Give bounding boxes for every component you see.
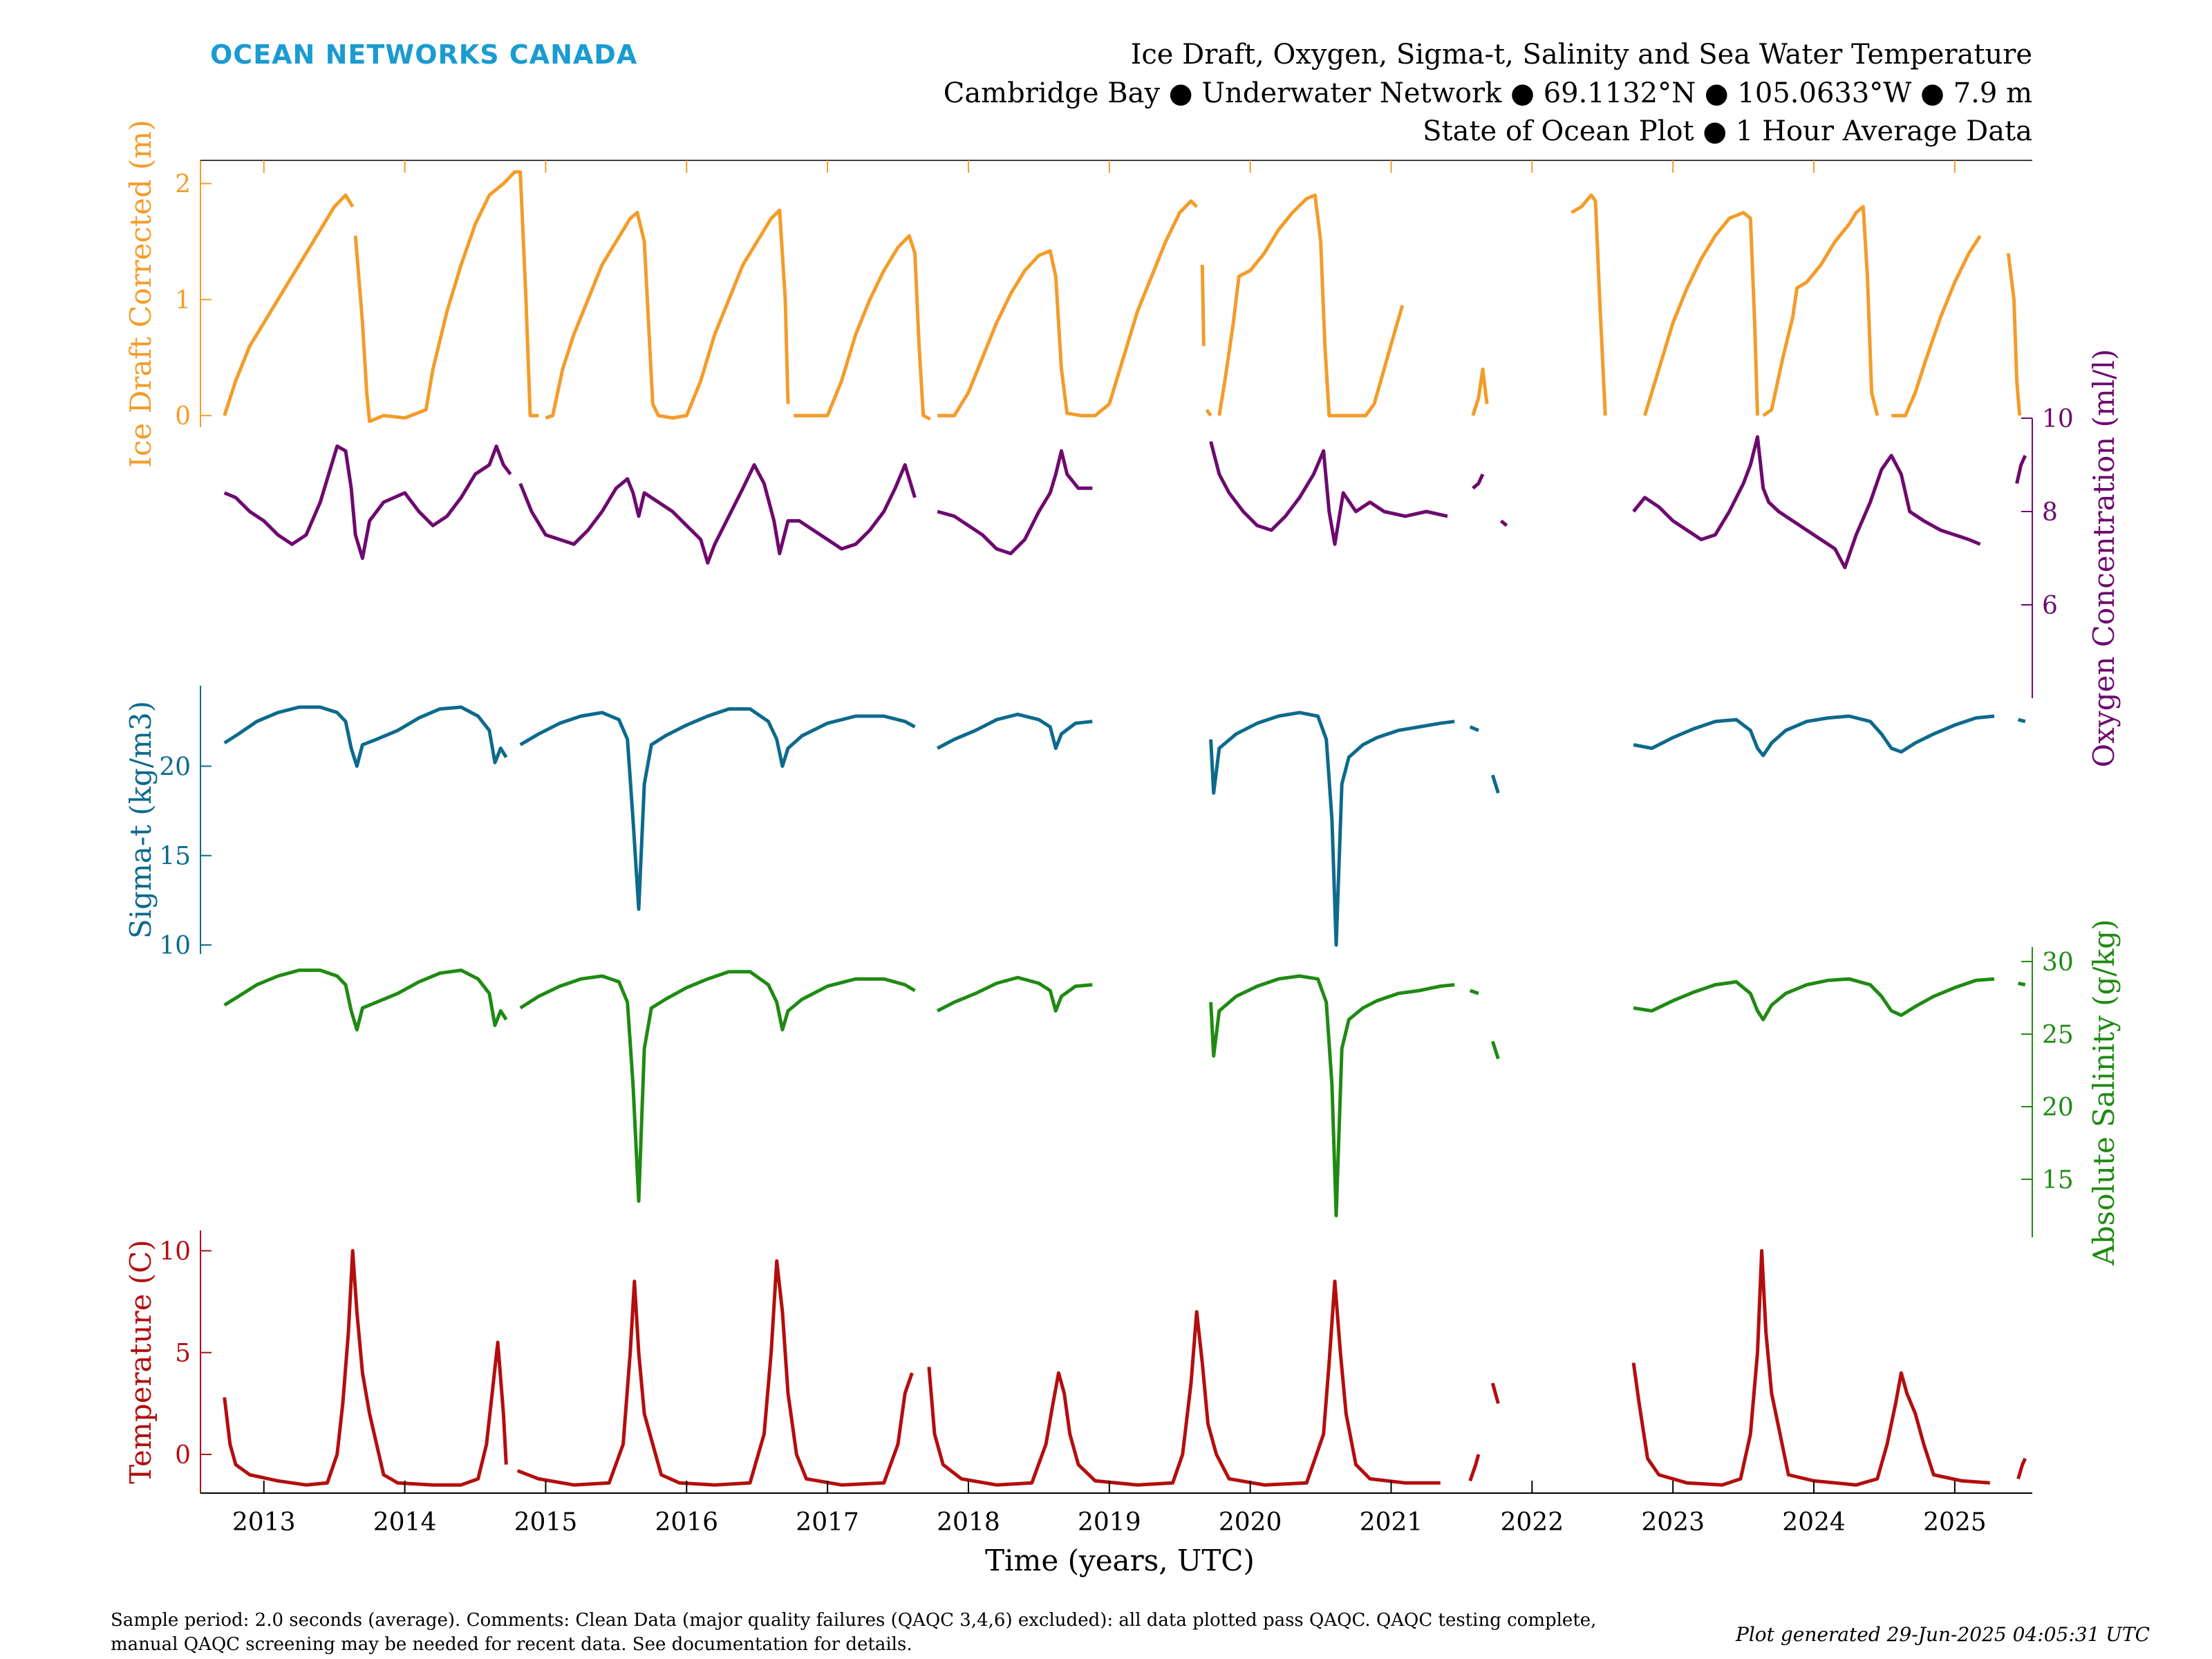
panel-1: 6 8 10 Oxygen Concentration (ml/l): [223, 349, 2121, 768]
series-1-segment-0: [223, 444, 512, 560]
y-tick-label-3-3: 30: [2042, 948, 2074, 977]
y-tick-label-1-1: 8: [2042, 498, 2058, 527]
plot-panels: 0 1 2 Ice Draft Corrected (m) 6 8 10 Oxygen Con…: [124, 120, 2121, 1493]
series-2-segment-5: [1490, 774, 1500, 794]
series-0-segment-9: [1571, 193, 1607, 416]
series-0-segment-4: [937, 199, 1198, 418]
y-tick-label-3-0: 15: [2042, 1166, 2074, 1194]
y-tick-label-1-2: 10: [2042, 405, 2074, 433]
series-4-segment-3: [1468, 1454, 1481, 1482]
chart-title: Ice Draft, Oxygen, Sigma-t, Salinity and…: [1131, 39, 2032, 71]
x-tick-label-12: 2025: [1923, 1508, 1987, 1537]
series-1-segment-1: [518, 463, 917, 565]
series-3-segment-4: [1469, 988, 1479, 995]
y-tick-label-1-0: 6: [2042, 592, 2058, 620]
series-1-segment-4: [1472, 473, 1485, 490]
series-4-segment-4: [1490, 1382, 1500, 1405]
y-tick-label-0-1: 1: [175, 286, 191, 315]
x-tick-label-8: 2021: [1360, 1508, 1423, 1537]
x-tick-label-2: 2015: [514, 1508, 578, 1537]
series-2-segment-6: [1633, 714, 1995, 758]
footer-note-1: Sample period: 2.0 seconds (average). Co…: [111, 1610, 1596, 1631]
x-tick-label-9: 2022: [1501, 1508, 1564, 1537]
x-axis-label: Time (years, UTC): [985, 1544, 1255, 1577]
chart-subtitle: Cambridge Bay ● Underwater Network ● 69.…: [944, 77, 2032, 109]
y-tick-label-4-1: 5: [175, 1340, 191, 1368]
series-1-segment-2: [937, 449, 1093, 556]
series-0-segment-0: [223, 193, 355, 416]
series-4-segment-0: [223, 1249, 508, 1487]
series-4-segment-1: [516, 1259, 914, 1487]
series-1-segment-6: [1632, 435, 1981, 570]
series-0-segment-8: [1471, 367, 1489, 416]
y-tick-label-0-0: 0: [175, 402, 191, 431]
x-tick-label-10: 2023: [1641, 1508, 1705, 1537]
x-tick-label-1: 2014: [373, 1508, 437, 1537]
chart-subtitle-2: State of Ocean Plot ● 1 Hour Average Dat…: [1423, 115, 2032, 147]
series-3-segment-7: [2018, 982, 2026, 987]
series-0-segment-11: [1762, 205, 1880, 418]
series-2-segment-0: [223, 705, 508, 768]
y-axis-label-1: Oxygen Concentration (ml/l): [2087, 349, 2121, 768]
x-tick-label-4: 2017: [796, 1508, 859, 1537]
series-2-segment-4: [1469, 725, 1479, 732]
series-3-segment-0: [223, 968, 508, 1032]
series-0-segment-3: [794, 234, 932, 421]
series-4-segment-6: [2016, 1457, 2027, 1480]
y-axis-label-4: Temperature (C): [124, 1239, 158, 1483]
y-tick-label-3-1: 20: [2042, 1094, 2074, 1122]
series-3-segment-1: [519, 970, 916, 1203]
plot-generated: Plot generated 29-Jun-2025 04:05:31 UTC: [1735, 1623, 2150, 1646]
series-0-segment-1: [353, 170, 539, 424]
x-tick-label-3: 2016: [655, 1508, 718, 1537]
series-2-segment-2: [936, 712, 1093, 750]
x-tick-label-5: 2018: [937, 1508, 1000, 1537]
series-1-segment-3: [1209, 441, 1448, 546]
x-tick-label-7: 2020: [1219, 1508, 1282, 1537]
y-tick-label-2-1: 15: [159, 843, 191, 871]
series-0-segment-10: [1643, 211, 1759, 416]
series-0-segment-2: [545, 208, 790, 420]
series-0-segment-13: [2006, 252, 2022, 416]
y-axis-label-3: Absolute Salinity (g/kg): [2087, 919, 2121, 1266]
series-3-segment-3: [1209, 974, 1455, 1217]
series-3-segment-2: [936, 975, 1093, 1013]
footer-note-2: manual QAQC screening may be needed for …: [111, 1634, 912, 1655]
series-1-segment-7: [2015, 454, 2027, 485]
logo: OCEAN NETWORKS CANADA: [210, 39, 637, 70]
y-tick-label-2-0: 10: [159, 932, 191, 960]
y-tick-label-3-2: 25: [2042, 1021, 2074, 1049]
y-axis-label-0: Ice Draft Corrected (m): [124, 120, 158, 467]
series-2-segment-1: [519, 707, 916, 911]
x-tick-label-0: 2013: [232, 1508, 296, 1537]
y-tick-label-4-2: 10: [159, 1237, 191, 1266]
panel-0: 0 1 2 Ice Draft Corrected (m): [124, 120, 2022, 468]
series-0-segment-6: [1205, 409, 1212, 417]
y-axis-label-2: Sigma-t (kg/m3): [124, 701, 158, 939]
x-axis: 2013 2014 2015 2016 2017 2018 2019 2020 2021 2022…: [200, 160, 2032, 1537]
series-0-segment-12: [1891, 234, 1982, 418]
series-1-segment-5: [1499, 519, 1508, 527]
panel-3: 15 20 25 30 Absolute Salinity (g/kg): [223, 919, 2121, 1266]
y-tick-label-0-2: 2: [175, 171, 191, 199]
series-0-segment-5: [1200, 264, 1206, 346]
series-2-segment-3: [1209, 711, 1455, 947]
series-4-segment-5: [1631, 1249, 1990, 1487]
series-2-segment-7: [2017, 718, 2026, 724]
y-tick-label-4-0: 0: [175, 1441, 191, 1470]
series-3-segment-6: [1633, 977, 1995, 1022]
x-tick-label-6: 2019: [1078, 1508, 1141, 1537]
series-3-segment-5: [1490, 1040, 1500, 1060]
y-tick-label-2-2: 20: [159, 753, 191, 781]
x-tick-label-11: 2024: [1782, 1508, 1846, 1537]
series-0-segment-7: [1217, 193, 1405, 418]
series-4-segment-2: [927, 1280, 1441, 1487]
